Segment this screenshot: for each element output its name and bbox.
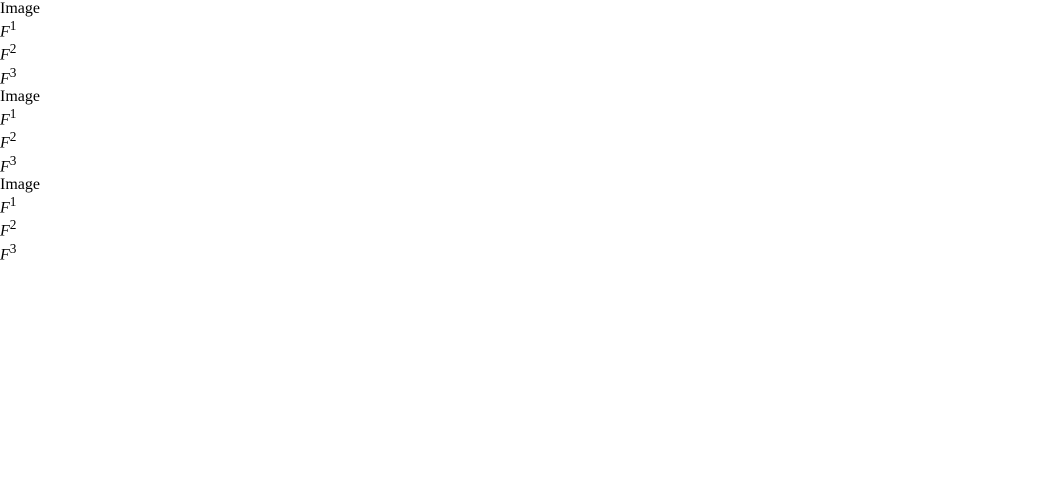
header-text: Image — [0, 0, 40, 17]
column-header: F1 — [0, 194, 1060, 217]
column-header: Image — [0, 88, 1060, 106]
header-superscript: 1 — [10, 18, 17, 33]
header-superscript: 2 — [10, 41, 17, 56]
column-header: F3 — [0, 153, 1060, 176]
header-superscript: 3 — [10, 65, 17, 80]
header-text: Image — [0, 88, 40, 105]
header-symbol: F — [0, 70, 10, 87]
header-superscript: 1 — [10, 194, 17, 209]
header-superscript: 2 — [10, 129, 17, 144]
header-symbol: F — [0, 23, 10, 40]
header-text: Image — [0, 176, 40, 193]
figure: ImageF1F2F3ImageF1F2F3ImageF1F2F3 — [0, 0, 1060, 477]
header-superscript: 3 — [10, 153, 17, 168]
column-header: Image — [0, 176, 1060, 194]
column-header: F2 — [0, 129, 1060, 152]
column-header: F1 — [0, 106, 1060, 129]
header-symbol: F — [0, 158, 10, 175]
column-header: Image — [0, 0, 1060, 18]
header-symbol: F — [0, 111, 10, 128]
header-symbol: F — [0, 135, 10, 152]
column-header: F2 — [0, 217, 1060, 240]
header-symbol: F — [0, 223, 10, 240]
header-superscript: 2 — [10, 217, 17, 232]
header-superscript: 1 — [10, 106, 17, 121]
column-header: F2 — [0, 41, 1060, 64]
header-symbol: F — [0, 47, 10, 64]
header-symbol: F — [0, 246, 10, 263]
column-header: F3 — [0, 241, 1060, 264]
header-superscript: 3 — [10, 241, 17, 256]
column-header: F1 — [0, 18, 1060, 41]
column-header: F3 — [0, 65, 1060, 88]
header-symbol: F — [0, 199, 10, 216]
